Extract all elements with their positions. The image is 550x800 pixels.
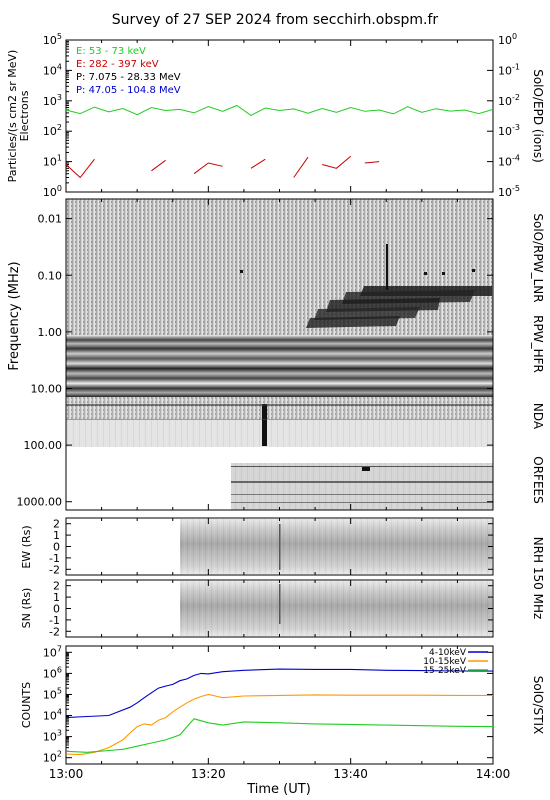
time-tick-label: 14:00 [476, 767, 511, 781]
nrh-ew-yticks: 210-1-2 [49, 518, 493, 576]
epd-series-line-0 [65, 104, 494, 116]
stix-series-line-1 [65, 693, 493, 756]
time-tick-label: 13:40 [333, 767, 368, 781]
figure-title: Survey of 27 SEP 2024 from secchirh.obsp… [112, 12, 439, 28]
epd-series [65, 104, 494, 178]
nrh-ew-ytick-label: -1 [49, 552, 60, 565]
epd-ytick-label: 104 [43, 62, 62, 77]
freq-tick-label: 10.00 [31, 382, 63, 395]
epd-legend: E: 53 - 73 keV E: 282 - 397 keV P: 7.075 -… [76, 46, 181, 96]
stix-series [65, 668, 494, 756]
radio-spectrogram: 0.01 0.10 1.00 10.00 100.00 1000.00 Frequency… [7, 198, 545, 511]
epd-legend-entry: E: 282 - 397 keV [76, 59, 159, 70]
epd-ytick-right-label: 10-3 [498, 123, 520, 138]
freq-tick-label: 100.00 [24, 439, 63, 452]
nrh-sn-ytick-label: 1 [53, 591, 60, 604]
orfees-burst [362, 467, 370, 471]
lnr-label: SolO/RPW_LNR [531, 213, 545, 302]
stix-ytick-label: 106 [43, 665, 62, 680]
epd-legend-entry: E: 53 - 73 keV [76, 46, 146, 57]
epd-ytick-right-label: 100 [498, 32, 517, 47]
epd-ytick-right-label: 10-2 [498, 93, 520, 108]
nrh-sn-ytick-label: 0 [53, 603, 60, 616]
nrh-ew-panel: 210-1-2 EW (Rs) [20, 517, 494, 576]
freq-tick-label: 1000.00 [17, 496, 63, 509]
nrh-sn-ytick-label: -1 [49, 614, 60, 627]
epd-ytick-right-label: 10-4 [498, 154, 520, 169]
epd-ylabel-1: Particles/(s cm2 sr MeV) [6, 50, 19, 183]
time-tick-label: 13:00 [49, 767, 84, 781]
nrh-sn-yticks: 210-1-2 [49, 580, 493, 638]
lnr-streaks [66, 199, 493, 335]
stix-frame [65, 645, 494, 765]
nrh-sn-ylabel: SN (Rs) [20, 588, 33, 629]
epd-ytick-label: 105 [43, 32, 62, 47]
time-tick-label: 13:20 [191, 767, 226, 781]
nda-burst [262, 404, 267, 446]
nda-label: NDA [531, 403, 545, 430]
stix-series-line-0 [65, 668, 494, 719]
nrh-right-label: NRH 150 MHz [531, 537, 545, 620]
hfr-label: RPW_HFR [531, 315, 545, 373]
nrh-sn-burst [279, 584, 281, 624]
freq-tick-label: 0.01 [38, 213, 63, 226]
stix-ytick-label: 102 [43, 750, 62, 765]
epd-yticks-right: 10-5 10-4 10-3 10-2 10-1 100 [487, 32, 520, 199]
nrh-ew-ytick-label: 2 [53, 518, 60, 531]
nrh-ew-burst [279, 524, 281, 570]
epd-yticks-left: 100 101 102 103 104 105 [43, 32, 72, 199]
nrh-ew-ytick-label: 1 [53, 529, 60, 542]
x-axis-label: Time (UT) [246, 782, 311, 797]
stix-panel: 102 103 104 105 106 107 4-10keV10-15keV15-25k… [20, 644, 545, 764]
radio-freq-ticks: 0.01 0.10 1.00 10.00 100.00 1000.00 [17, 213, 493, 509]
epd-ytick-right-label: 10-1 [498, 62, 520, 77]
epd-ytick-label: 101 [43, 154, 62, 169]
stix-yticks: 102 103 104 105 106 107 [43, 644, 493, 765]
stix-legend-entry: 15-25keV [423, 666, 467, 676]
lnr-bursts [240, 244, 492, 328]
stix-ytick-label: 104 [43, 708, 62, 723]
freq-tick-label: 1.00 [38, 326, 63, 339]
epd-legend-entry: P: 7.075 - 28.33 MeV [76, 72, 181, 83]
hfr-band [66, 335, 493, 397]
stix-right-label: SolO/STIX [531, 676, 545, 735]
orfees-label: ORFEES [531, 456, 545, 503]
stix-series-line-2 [65, 718, 494, 753]
epd-frame [65, 39, 494, 193]
stix-ytick-label: 107 [43, 644, 62, 659]
stix-legend-entry: 4-10keV [429, 648, 467, 658]
stix-ytick-label: 105 [43, 686, 62, 701]
nrh-sn-ytick-label: 2 [53, 580, 60, 593]
epd-legend-entry: P: 47.05 - 104.8 MeV [76, 85, 181, 96]
nrh-sn-ytick-label: -2 [49, 625, 60, 638]
freq-tick-label: 0.10 [38, 269, 63, 282]
epd-ytick-label: 102 [43, 123, 62, 138]
nrh-ew-ytick-label: 0 [53, 541, 60, 554]
epd-ytick-label: 100 [43, 184, 62, 199]
epd-right-label: SolO/EPD (ions) [531, 69, 545, 163]
epd-ytick-right-label: 10-5 [498, 184, 520, 199]
stix-ytick-label: 103 [43, 729, 62, 744]
nrh-ew-ylabel: EW (Rs) [20, 525, 33, 568]
stix-legend-entry: 10-15keV [423, 657, 467, 667]
radio-ylabel: Frequency (MHz) [7, 261, 22, 370]
time-axis: 13:00 13:20 13:40 14:00 [49, 40, 511, 781]
stix-ylabel: COUNTS [20, 682, 33, 728]
epd-ylabel-2: Electrons [18, 90, 31, 141]
nrh-ew-ytick-label: -2 [49, 563, 60, 576]
nrh-sn-panel: 210-1-2 SN (Rs) [20, 579, 494, 638]
epd-ytick-label: 103 [43, 93, 62, 108]
